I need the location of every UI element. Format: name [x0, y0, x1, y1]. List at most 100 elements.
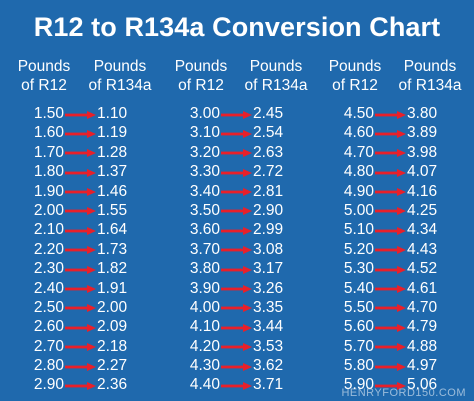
r134a-value: 3.35 [253, 298, 284, 316]
r134a-value: 3.98 [407, 143, 438, 161]
right-arrow-icon [65, 323, 96, 332]
r134a-value: 4.16 [407, 182, 438, 200]
right-arrow-icon [221, 304, 252, 313]
right-arrow-icon [221, 381, 252, 390]
right-arrow-icon [65, 207, 96, 216]
right-arrow-icon [65, 381, 96, 390]
right-arrow-icon [375, 362, 406, 371]
r12-value: 3.10 [189, 124, 220, 142]
r134a-value: 3.80 [407, 105, 438, 122]
right-arrow-icon [375, 265, 406, 274]
r12-value: 2.20 [33, 240, 64, 258]
r134a-value: 2.72 [253, 163, 284, 181]
r12-value: 4.70 [343, 143, 374, 161]
r12-value: 4.90 [343, 182, 374, 200]
right-arrow-icon [65, 246, 96, 255]
right-arrow-icon [65, 168, 96, 177]
r12-value: 5.30 [343, 260, 374, 278]
r12-value: 5.20 [343, 240, 374, 258]
r134a-value: 1.91 [97, 279, 128, 297]
right-arrow-icon [65, 362, 96, 371]
r134a-value: 1.10 [97, 105, 128, 122]
header-r12: Pounds of R12 [14, 57, 74, 95]
r12-value: 5.70 [343, 337, 374, 355]
r12-value: 2.40 [33, 279, 64, 297]
right-arrow-icon [221, 323, 252, 332]
r12-value: 2.00 [33, 201, 64, 219]
r12-value: 3.70 [189, 240, 220, 258]
right-arrow-icon [375, 207, 406, 216]
r134a-value: 3.17 [253, 260, 284, 278]
r12-value: 4.80 [343, 163, 374, 181]
r134a-value: 4.97 [407, 357, 438, 375]
watermark: HENRYFORD150.COM [341, 387, 466, 399]
r12-value: 5.40 [343, 279, 374, 297]
r12-value: 4.40 [189, 376, 220, 394]
r12-value: 4.00 [189, 298, 220, 316]
r134a-value: 4.70 [407, 298, 438, 316]
r12-value: 2.50 [33, 298, 64, 316]
r12-value: 3.80 [189, 260, 220, 278]
r134a-value: 4.79 [407, 318, 438, 336]
r134a-value: 3.08 [253, 240, 284, 258]
r134a-value: 4.88 [407, 337, 438, 355]
r12-value: 5.80 [343, 357, 374, 375]
header-r12-line2: of R12 [178, 77, 224, 94]
right-arrow-icon [221, 265, 252, 274]
r134a-value: 4.34 [407, 221, 438, 239]
r12-value: 3.90 [189, 279, 220, 297]
r12-value: 5.60 [343, 318, 374, 336]
right-arrow-icon [221, 285, 252, 294]
right-arrow-icon [65, 304, 96, 313]
r12-value: 2.90 [33, 376, 64, 394]
chart-title: R12 to R134a Conversion Chart [33, 12, 441, 42]
r12-value: 3.50 [189, 201, 220, 219]
r12-value: 5.10 [343, 221, 374, 239]
r12-value: 4.60 [343, 124, 374, 142]
r134a-value: 2.45 [253, 105, 284, 122]
right-arrow-icon [221, 343, 252, 352]
r12-value: 2.60 [33, 318, 64, 336]
right-arrow-icon [221, 149, 252, 158]
header-r12-line1: Pounds [174, 58, 228, 75]
right-arrow-icon [375, 149, 406, 158]
right-arrow-icon [375, 168, 406, 177]
r134a-value: 3.71 [253, 376, 284, 394]
r12-value: 3.00 [189, 105, 220, 122]
header-r134a: Pounds of R134a [238, 57, 314, 95]
r134a-value: 2.18 [97, 337, 128, 355]
r12-value: 4.30 [189, 357, 220, 375]
header-r12-line1: Pounds [328, 58, 382, 75]
r134a-value: 3.53 [253, 337, 284, 355]
r12-value: 5.90 [343, 376, 374, 394]
header-r134a: Pounds of R134a [392, 57, 468, 95]
header-r134a-line1: Pounds [249, 58, 303, 75]
r134a-value: 4.07 [407, 163, 438, 181]
r12-value: 1.70 [33, 143, 64, 161]
right-arrow-icon [65, 149, 96, 158]
r12-value: 1.50 [33, 105, 64, 122]
header-r134a-line2: of R134a [88, 77, 152, 94]
right-arrow-icon [375, 343, 406, 352]
right-arrow-icon [65, 343, 96, 352]
r134a-value: 1.46 [97, 182, 128, 200]
r134a-value: 4.25 [407, 201, 438, 219]
right-arrow-icon [221, 188, 252, 197]
right-arrow-icon [221, 207, 252, 216]
r12-value: 1.90 [33, 182, 64, 200]
r134a-value: 2.54 [253, 124, 284, 142]
right-arrow-icon [221, 246, 252, 255]
r134a-value: 2.81 [253, 182, 284, 200]
right-arrow-icon [65, 265, 96, 274]
r12-value: 1.80 [33, 163, 64, 181]
r12-value: 3.20 [189, 143, 220, 161]
r12-value: 1.60 [33, 124, 64, 142]
r134a-value: 4.61 [407, 279, 438, 297]
r134a-value: 3.44 [253, 318, 284, 336]
r134a-value: 2.00 [97, 298, 128, 316]
right-arrow-icon [375, 188, 406, 197]
header-r134a-line1: Pounds [93, 58, 147, 75]
r12-value: 3.30 [189, 163, 220, 181]
r134a-value: 3.89 [407, 124, 438, 142]
r134a-value: 2.63 [253, 143, 284, 161]
